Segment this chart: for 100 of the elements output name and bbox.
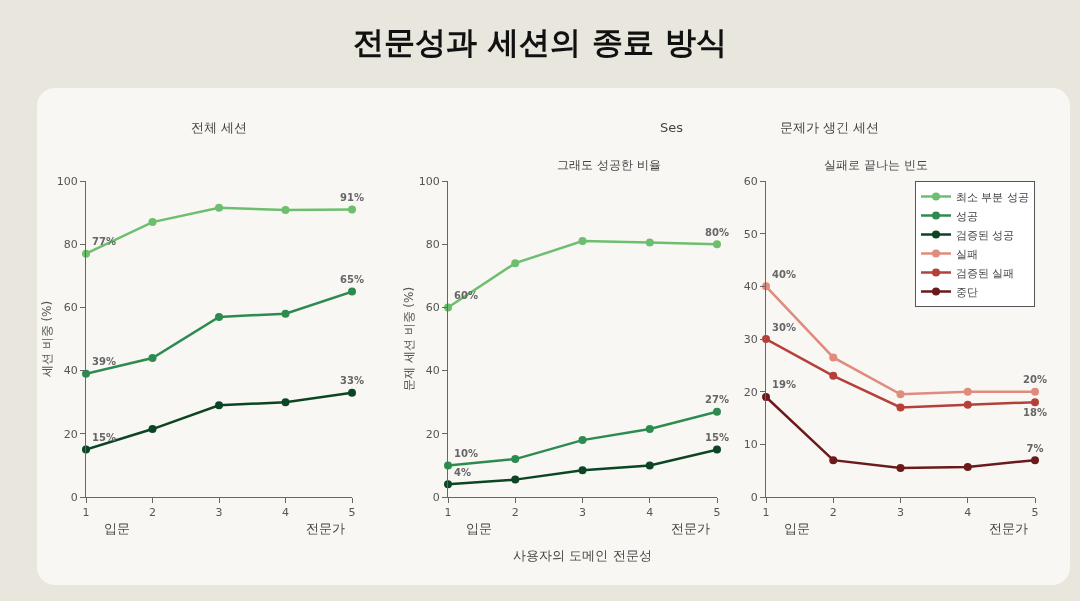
point — [511, 475, 520, 484]
point — [444, 480, 452, 489]
point — [829, 353, 838, 362]
y-tick-label: 0 — [70, 490, 78, 504]
point — [963, 400, 972, 409]
data-label: 10% — [454, 447, 478, 459]
x-tick-label: 2 — [149, 506, 156, 520]
point — [896, 464, 905, 473]
y-axis-title: 세션 비중 (%) — [40, 300, 54, 378]
legend-label: 검증된 실패 — [956, 266, 1015, 280]
legend-label: 최소 부분 성공 — [956, 190, 1029, 204]
text: 입문 — [784, 521, 810, 536]
data-label: 80% — [705, 226, 729, 238]
y-tick-label: 60 — [425, 301, 440, 315]
y-tick-label: 100 — [418, 174, 440, 188]
text: 입문 — [466, 521, 492, 536]
text: 입문 — [104, 521, 130, 536]
y-tick-label: 40 — [425, 364, 440, 378]
chart-title: 전체 세션 — [191, 120, 248, 135]
point — [281, 398, 290, 407]
x-tick-label: 1 — [762, 506, 770, 520]
y-tick-label: 20 — [425, 427, 440, 441]
data-label: 4% — [454, 466, 471, 478]
point — [1031, 398, 1039, 407]
data-label: 33% — [340, 375, 364, 387]
y-tick-label: 40 — [63, 364, 78, 378]
point — [578, 466, 587, 475]
point — [215, 312, 223, 321]
x-tick-label: 5 — [1031, 506, 1039, 520]
point — [148, 353, 157, 362]
point — [578, 237, 587, 246]
x-tick-label: 3 — [215, 506, 223, 520]
x-axis-title: 사용자의 도메인 전문성 — [513, 547, 652, 563]
x-tick-label: 4 — [646, 506, 654, 520]
data-label: 15% — [92, 432, 116, 444]
point — [713, 240, 721, 249]
legend-label: 실패 — [956, 247, 978, 261]
point — [215, 401, 223, 410]
point — [511, 455, 520, 464]
point — [148, 218, 157, 227]
point — [713, 445, 721, 454]
data-label: 30% — [772, 321, 796, 333]
x-tick-label: 3 — [897, 506, 904, 520]
x-tick-label: 4 — [282, 506, 289, 520]
point — [1031, 387, 1039, 396]
point — [963, 462, 972, 471]
x-tick-label: 3 — [579, 506, 586, 520]
data-label: 65% — [340, 274, 364, 286]
legend-label: 중단 — [956, 285, 978, 299]
data-label: 18% — [1023, 406, 1047, 418]
chart-subtitle: 그래도 성공한 비율 — [557, 158, 661, 172]
x-tick-label: 4 — [964, 506, 972, 520]
data-label: 19% — [772, 379, 796, 391]
y-tick-label: 60 — [743, 174, 758, 188]
point — [281, 206, 290, 215]
point — [82, 445, 90, 454]
x-tick-label: 2 — [511, 506, 519, 520]
point — [348, 388, 356, 397]
y-tick-label: 0 — [432, 490, 440, 504]
point — [511, 259, 520, 268]
point — [215, 203, 223, 212]
point — [1031, 456, 1039, 465]
point — [896, 403, 905, 412]
data-label: 40% — [772, 268, 796, 280]
y-tick-label: 20 — [63, 427, 78, 441]
y-tick-label: 80 — [63, 238, 78, 252]
point — [645, 461, 654, 470]
point — [896, 390, 905, 399]
point — [829, 371, 838, 380]
y-tick-label: 20 — [743, 385, 758, 399]
point — [281, 309, 290, 318]
y-tick-label: 60 — [63, 301, 78, 315]
point — [829, 456, 838, 465]
data-label: 27% — [705, 394, 729, 406]
data-label: 15% — [705, 432, 729, 444]
y-tick-label: 0 — [750, 490, 758, 504]
x-tick-label: 1 — [444, 506, 452, 520]
point — [348, 287, 356, 296]
text: 전문가 — [306, 521, 345, 536]
y-tick-label: 80 — [425, 238, 440, 252]
data-label: 39% — [92, 356, 116, 368]
y-tick-label: 50 — [743, 227, 758, 241]
legend-label: 성공 — [956, 209, 978, 223]
y-axis-title: 문제 세션 비중 (%) — [402, 286, 416, 392]
point — [444, 461, 452, 470]
x-tick-label: 2 — [829, 506, 837, 520]
data-label: 20% — [1023, 374, 1047, 386]
data-label: 91% — [340, 191, 364, 203]
point — [645, 425, 654, 434]
y-tick-label: 10 — [743, 438, 758, 452]
point — [963, 387, 972, 396]
point — [578, 436, 587, 445]
chart-title: 전문성과 세션의 종료 방식 — [352, 23, 728, 62]
y-tick-label: 100 — [56, 174, 78, 188]
point — [348, 205, 356, 214]
x-tick-label: 5 — [348, 506, 356, 520]
x-tick-label: 1 — [82, 506, 90, 520]
text: 전문가 — [671, 521, 710, 536]
point — [645, 238, 654, 247]
point — [148, 425, 157, 434]
